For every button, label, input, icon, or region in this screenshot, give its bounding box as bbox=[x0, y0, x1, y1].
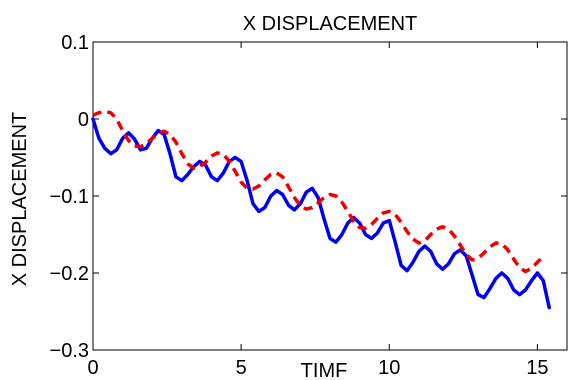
y-tick-label: −0.2 bbox=[50, 263, 89, 285]
y-tick-label: −0.1 bbox=[50, 186, 89, 208]
series-line-solid bbox=[91, 117, 551, 310]
x-tick-label: 0 bbox=[87, 357, 98, 379]
x-axis-label: TIMF bbox=[301, 360, 348, 380]
series-line-dashed bbox=[92, 109, 545, 274]
series-layer bbox=[91, 109, 551, 310]
y-tick-label: 0.1 bbox=[61, 32, 89, 54]
axis-ticks: 0 5 10 15 0.1 0 −0.1 −0.2 −0.3 bbox=[50, 32, 567, 379]
x-tick-label: 10 bbox=[378, 357, 400, 379]
y-axis-label: X DISPLACEMENT bbox=[9, 112, 31, 286]
x-tick-label: 5 bbox=[236, 357, 247, 379]
y-tick-label: −0.3 bbox=[50, 340, 89, 362]
chart-title: X DISPLACEMENT bbox=[243, 13, 417, 35]
y-tick-label: 0 bbox=[78, 109, 89, 131]
x-tick-label: 15 bbox=[526, 357, 548, 379]
